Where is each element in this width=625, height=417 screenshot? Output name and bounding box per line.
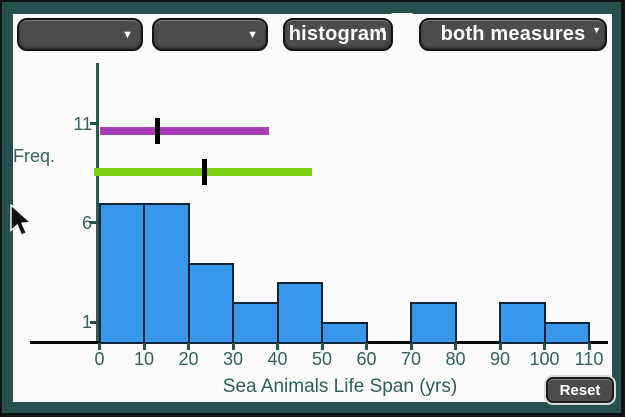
y-tick-label: 1 (81, 312, 92, 333)
histogram-bar (187, 262, 234, 344)
x-tick-label: 50 (311, 349, 333, 369)
x-axis-tick (231, 343, 235, 350)
x-axis-tick (543, 343, 546, 350)
dropdown-2[interactable]: ▼ (152, 18, 268, 51)
x-tick-label: 110 (574, 349, 604, 369)
histogram-bar (143, 203, 190, 344)
x-axis-tick (409, 343, 413, 350)
x-axis-tick (142, 343, 146, 350)
x-axis-tick (498, 343, 502, 350)
view-dropdown-label: histogram (288, 23, 388, 45)
chevron-down-icon: ▼ (122, 28, 133, 41)
x-tick-label: 90 (489, 349, 511, 369)
histogram-bar (232, 302, 279, 344)
x-tick-label: 0 (94, 349, 105, 369)
y-axis-tick (90, 122, 99, 126)
x-axis-title: Sea Animals Life Span (yrs) (222, 376, 458, 397)
purple-measure-line-marker[interactable] (154, 117, 160, 144)
histogram-bar (543, 322, 590, 344)
x-axis-tick (276, 343, 279, 350)
measures-dropdown-label: both measures (440, 23, 586, 45)
chevron-down-icon: ▼ (592, 25, 601, 35)
histogram-bar (276, 282, 323, 344)
y-axis-tick (90, 320, 99, 324)
green-measure-line-marker[interactable] (202, 159, 208, 186)
reset-button[interactable]: Reset (546, 377, 614, 403)
histogram-bar (410, 302, 457, 344)
x-tick-label: 60 (356, 349, 377, 369)
y-axis-title: Freq. (13, 146, 56, 166)
histogram-bar (98, 203, 145, 344)
x-tick-label: 40 (267, 349, 288, 369)
x-tick-label: 10 (133, 349, 155, 369)
measures-dropdown-both[interactable]: both measures ▼ (419, 18, 607, 51)
y-axis-tick (90, 221, 99, 225)
histogram-bar (321, 322, 368, 344)
y-tick-label: 11 (73, 113, 92, 134)
histogram-bar (499, 302, 546, 344)
y-tick-label: 6 (81, 212, 92, 233)
x-tick-label: 70 (400, 349, 422, 369)
chevron-down-icon: ▼ (378, 25, 387, 35)
x-axis-tick (187, 343, 190, 350)
mouse-cursor-icon (10, 204, 33, 237)
x-tick-label: 20 (178, 349, 199, 369)
chevron-down-icon: ▼ (247, 28, 258, 41)
x-tick-label: 80 (445, 349, 466, 369)
x-tick-label: 100 (529, 349, 560, 369)
view-dropdown-histogram[interactable]: histogram ▼ (283, 18, 393, 51)
dropdown-1[interactable]: ▼ (17, 18, 143, 51)
y-axis-line (96, 63, 99, 344)
x-axis-tick (320, 343, 324, 350)
x-axis-tick (454, 343, 457, 350)
x-axis-tick (98, 343, 101, 350)
purple-measure-line (99, 126, 270, 135)
x-axis-tick (365, 343, 368, 350)
x-axis-tick (587, 343, 591, 350)
x-tick-label: 30 (222, 349, 244, 369)
tooltip-notch (391, 13, 413, 24)
